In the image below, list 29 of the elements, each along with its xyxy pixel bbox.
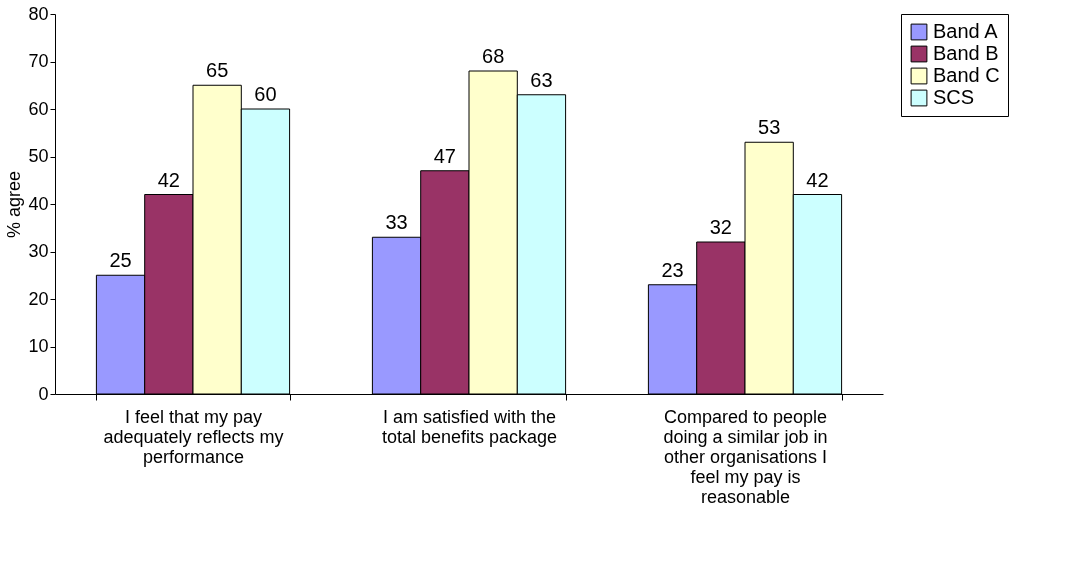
- data-label: 42: [157, 168, 180, 191]
- data-label: 25: [109, 249, 132, 272]
- data-label: 47: [433, 144, 456, 167]
- data-label: 60: [254, 83, 277, 105]
- data-label: 32: [709, 216, 732, 238]
- y-tick-label: 70: [28, 51, 49, 71]
- data-label: 42: [806, 168, 829, 191]
- y-tick-label: 80: [28, 3, 49, 24]
- x-tick-label: I feel that my pay adequately reflects my performance: [103, 406, 284, 467]
- y-tick-label: 0: [38, 383, 49, 404]
- y-tick-label: 30: [28, 241, 49, 261]
- data-label: 53: [758, 116, 781, 139]
- y-axis-title: % agree: [4, 170, 25, 239]
- legend-label: Band A: [933, 20, 999, 42]
- legend-label: Band B: [933, 42, 999, 64]
- legend-label: SCS: [933, 86, 975, 108]
- x-tick-label: I am satisfied with the total benefits package: [381, 406, 558, 447]
- legend-label: Band C: [933, 64, 1000, 86]
- x-tick-label: Compared to people doing a similar job in other organisations I feel my pay is reasonable: [663, 406, 828, 507]
- data-label: 68: [482, 45, 505, 67]
- data-label: 65: [206, 59, 229, 82]
- y-tick-label: 60: [28, 98, 49, 119]
- y-tick-label: 40: [28, 193, 49, 214]
- data-label: 23: [661, 258, 684, 281]
- data-label: 33: [385, 211, 408, 234]
- data-label: 63: [530, 68, 553, 91]
- y-tick-label: 50: [28, 146, 49, 166]
- y-tick-label: 20: [28, 288, 49, 309]
- y-tick-label: 10: [28, 336, 49, 356]
